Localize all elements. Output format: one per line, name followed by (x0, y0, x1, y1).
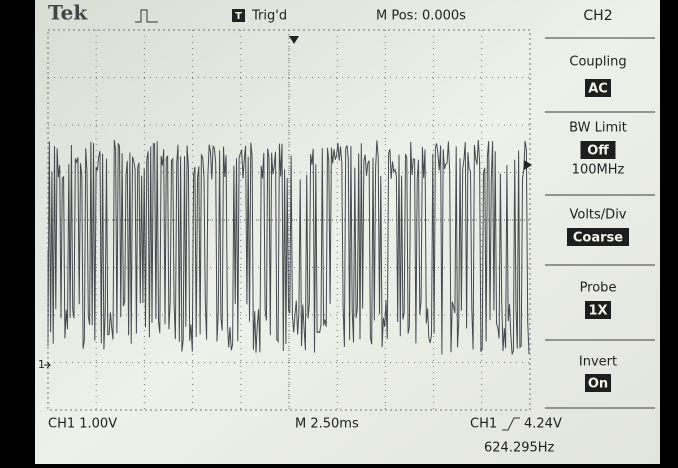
menu-value: AC (588, 82, 608, 97)
menu-value-box (567, 228, 629, 246)
side-menu: Coupling AC BW Limit Off 100MHz Volts/Div Coar… (545, 37, 655, 409)
ground-marker: 1 (38, 358, 45, 371)
menu-label: Probe (580, 281, 617, 296)
timebase: M 2.50ms (295, 417, 359, 432)
screen-background (35, 0, 660, 464)
menu-value: 1X (588, 304, 607, 319)
horizontal-position: M Pos: 0.000s (376, 9, 466, 24)
trigger-level: 4.24V (524, 417, 562, 432)
menu-label: Invert (579, 355, 617, 370)
menu-value: Off (587, 144, 609, 159)
graticule (48, 30, 530, 410)
trigger-icon-box (232, 9, 245, 22)
menu-value: On (588, 377, 608, 392)
menu-value-box (580, 141, 616, 159)
trigger-frequency: 624.295Hz (484, 441, 555, 456)
ch1-scale: CH1 1.00V (48, 417, 117, 432)
trigger-status: Trig'd (251, 9, 287, 24)
trigger-slope-icon (502, 417, 520, 431)
menu-value-box (585, 79, 611, 97)
waveform (47, 139, 530, 355)
menu-label: BW Limit (569, 121, 627, 136)
ground-arrow (44, 361, 51, 369)
trigger-position-marker (289, 36, 299, 44)
acquire-icon (135, 9, 158, 23)
menu-label: Coupling (569, 55, 626, 70)
menu-value-box (585, 301, 611, 319)
menu-value-box (585, 374, 611, 392)
trigger-icon: T (235, 11, 242, 22)
menu-value: Coarse (573, 231, 623, 246)
channel-title: CH2 (583, 8, 612, 24)
brand: Tek (48, 1, 88, 25)
trigger-source: CH1 (470, 417, 497, 432)
graticule-frame (47, 29, 531, 411)
trigger-level-marker (524, 160, 532, 170)
menu-label: Volts/Div (569, 208, 626, 223)
menu-note: 100MHz (572, 163, 625, 178)
